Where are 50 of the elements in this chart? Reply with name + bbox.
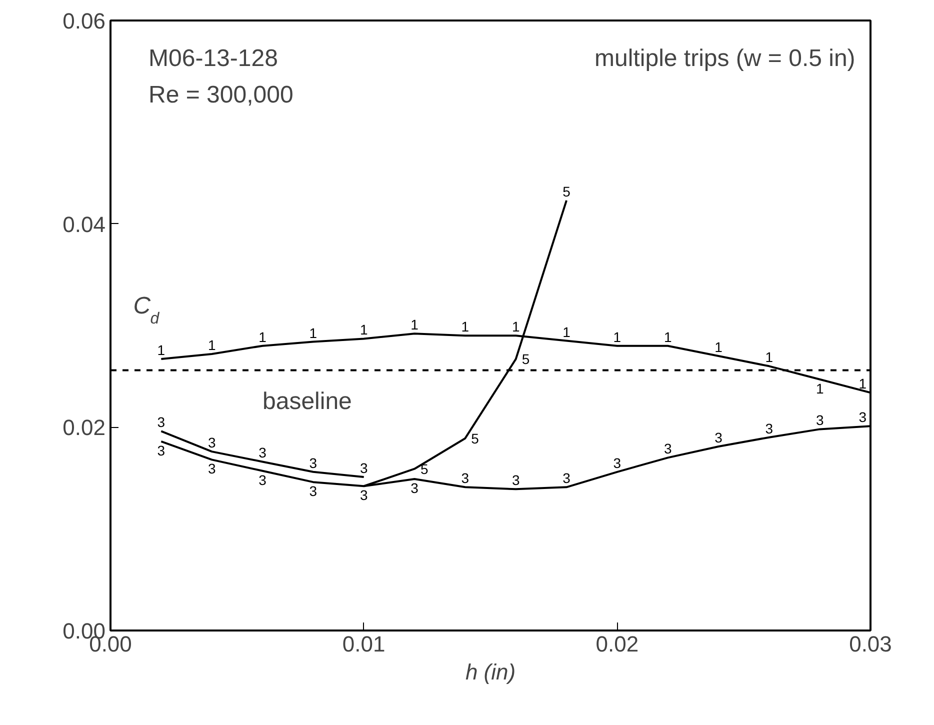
text: 3 <box>309 483 318 500</box>
text: 1 <box>714 339 722 355</box>
text: 3 <box>562 470 570 486</box>
x-tick-label: 0.01 <box>342 632 386 656</box>
text: 3 <box>309 454 318 471</box>
text: 3 <box>816 412 824 428</box>
text: 1 <box>461 318 470 335</box>
text: 1 <box>664 328 672 345</box>
text: 5 <box>522 351 530 368</box>
series-label: 1 <box>816 380 824 396</box>
y-tick-label: 0.04 <box>62 212 106 237</box>
text: 3 <box>157 442 166 458</box>
text: 3 <box>714 429 722 446</box>
series-label: 3 <box>258 444 267 461</box>
text: 1 <box>360 322 368 338</box>
text: 1 <box>410 316 418 333</box>
text: 3 <box>410 480 418 496</box>
text: 1 <box>512 318 520 335</box>
text: 3 <box>664 440 672 457</box>
text: 5 <box>471 430 479 446</box>
text: 1 <box>858 376 867 392</box>
text: 3 <box>512 472 520 488</box>
y-tick-label: 0.06 <box>62 8 106 34</box>
text: 1 <box>309 324 318 341</box>
text: 1 <box>208 336 216 353</box>
series-label: 5 <box>420 460 428 477</box>
series-label: 3 <box>613 454 622 471</box>
text: 3 <box>461 470 470 486</box>
text: 3 <box>858 409 867 426</box>
text: 3 <box>157 414 166 430</box>
x-tick-label: 0.03 <box>849 632 892 656</box>
text: 3 <box>258 472 266 488</box>
x-axis-title: h (in) <box>465 660 516 684</box>
text: 5 <box>562 183 570 200</box>
text: 1 <box>258 328 266 345</box>
y-tick-label: 0.02 <box>62 415 106 440</box>
annotation: multiple trips (w = 0.5 in) <box>594 44 856 72</box>
text: 1 <box>562 324 570 340</box>
annotation: M06-13-128 <box>148 44 278 72</box>
x-tick-label: 0.02 <box>596 632 639 656</box>
annotation: Re = 300,000 <box>148 82 294 108</box>
text: 3 <box>208 434 216 451</box>
text: 1 <box>765 349 774 366</box>
text: 1 <box>157 342 166 358</box>
text: 3 <box>360 487 368 504</box>
text: 3 <box>765 420 774 436</box>
text: 1 <box>613 328 622 345</box>
text: 3 <box>360 460 368 476</box>
text: 3 <box>208 460 216 477</box>
ref-line-label: baseline <box>262 388 352 416</box>
